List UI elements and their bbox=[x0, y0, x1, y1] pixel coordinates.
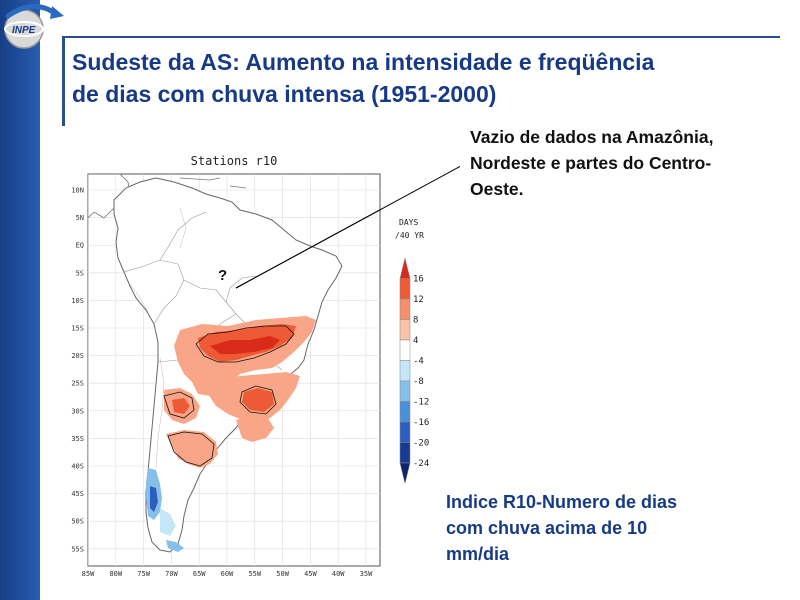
colorbar-label: -4 bbox=[413, 357, 424, 367]
colorbar-unit-1: DAYS bbox=[399, 218, 418, 227]
lon-label: 40W bbox=[332, 570, 345, 578]
decrease-areas bbox=[146, 468, 184, 552]
increase-areas bbox=[164, 316, 316, 468]
colorbar-segment bbox=[399, 278, 411, 300]
lon-label: 50W bbox=[276, 570, 289, 578]
colorbar-labels: 16 12 8 4 -4 -8 -12 -16 -20 -24 bbox=[413, 275, 429, 470]
lat-label: EQ bbox=[76, 242, 84, 250]
colorbar-label: 8 bbox=[413, 316, 418, 326]
colorbar-segment bbox=[399, 401, 411, 423]
lat-label: 45S bbox=[71, 490, 84, 498]
lon-label: 65W bbox=[193, 570, 206, 578]
note-line-1: Vazio de dados na Amazônia, bbox=[470, 127, 714, 147]
lat-label: 15S bbox=[71, 325, 84, 333]
note-line-2: Nordeste e partes do Centro- bbox=[470, 153, 712, 173]
colorbar-segment bbox=[399, 421, 411, 443]
colorbar-label: -12 bbox=[413, 398, 429, 408]
callout-arrow-line bbox=[235, 165, 460, 289]
colorbar-segment bbox=[399, 339, 411, 361]
lat-label: 55S bbox=[71, 545, 84, 553]
colorbar-label: -20 bbox=[413, 439, 429, 449]
note-line-3: Oeste. bbox=[470, 179, 524, 199]
title-line-1: Sudeste da AS: Aumento na intensidade e … bbox=[72, 49, 655, 75]
colorbar-label: 16 bbox=[413, 275, 424, 285]
lat-label: 10S bbox=[71, 297, 84, 305]
caribbean-islands bbox=[179, 177, 247, 189]
lon-labels: 85W 80W 75W 70W 65W 60W 55W 50W 45W 40W 35W bbox=[82, 570, 373, 578]
caption-line-3: mm/dia bbox=[446, 544, 510, 564]
lat-label: 50S bbox=[71, 518, 84, 526]
lat-label: 5N bbox=[76, 214, 84, 222]
lat-labels: 10N 5N EQ 5S 10S 15S 20S 25S 30S 35S 40S 45S 50S 55S bbox=[71, 187, 84, 554]
title-line-2: de dias com chuva intensa (1951-2000) bbox=[72, 81, 497, 107]
index-caption: Indice R10-Numero de dias com chuva acim… bbox=[446, 489, 786, 567]
significance-contours bbox=[163, 325, 295, 467]
slide-title: Sudeste da AS: Aumento na intensidade e … bbox=[72, 46, 782, 110]
colorbar-label: -8 bbox=[413, 377, 424, 387]
left-sidebar-band bbox=[0, 0, 40, 600]
header-rule-accent bbox=[62, 36, 65, 126]
colorbar-segment bbox=[399, 360, 411, 382]
lat-label: 10N bbox=[71, 187, 84, 195]
lon-label: 55W bbox=[248, 570, 261, 578]
colorbar-segment bbox=[399, 319, 411, 341]
lon-label: 70W bbox=[165, 570, 178, 578]
data-gap-note: Vazio de dados na Amazônia, Nordeste e p… bbox=[470, 124, 790, 202]
lat-label: 25S bbox=[71, 380, 84, 388]
colorbar-segment bbox=[399, 462, 411, 484]
colorbar-segment bbox=[399, 442, 411, 464]
lat-label: 5S bbox=[76, 269, 84, 277]
colorbar bbox=[399, 257, 411, 484]
map-title: Stations r10 bbox=[191, 154, 278, 168]
colorbar-label: 12 bbox=[413, 295, 424, 305]
colorbar-label: 4 bbox=[413, 336, 418, 346]
lon-label: 80W bbox=[109, 570, 122, 578]
header-rule bbox=[62, 36, 780, 38]
lat-label: 35S bbox=[71, 435, 84, 443]
lon-label: 85W bbox=[82, 570, 95, 578]
colorbar-segment bbox=[399, 257, 411, 279]
colorbar-segment bbox=[399, 298, 411, 320]
colorbar-segment bbox=[399, 380, 411, 402]
svg-text:INPE: INPE bbox=[12, 25, 36, 36]
question-mark: ? bbox=[218, 267, 227, 284]
colorbar-unit-2: /40 YR bbox=[395, 231, 424, 240]
lon-label: 75W bbox=[137, 570, 150, 578]
lon-label: 45W bbox=[304, 570, 317, 578]
lat-label: 40S bbox=[71, 463, 84, 471]
topography-contours bbox=[129, 207, 187, 469]
lat-label: 30S bbox=[71, 407, 84, 415]
lon-label: 60W bbox=[221, 570, 234, 578]
caption-line-2: com chuva acima de 10 bbox=[446, 518, 648, 538]
caption-line-1: Indice R10-Numero de dias bbox=[446, 492, 678, 512]
colorbar-label: -16 bbox=[413, 418, 429, 428]
lat-label: 20S bbox=[71, 352, 84, 360]
r10-station-map: Stations r10 10N 5N EQ 5S 10S 15S 20S 25S 30S 35S… bbox=[71, 154, 460, 578]
lon-label: 35W bbox=[360, 570, 373, 578]
inpe-logo: INPE bbox=[4, 4, 64, 49]
colorbar-label: -24 bbox=[413, 459, 429, 469]
